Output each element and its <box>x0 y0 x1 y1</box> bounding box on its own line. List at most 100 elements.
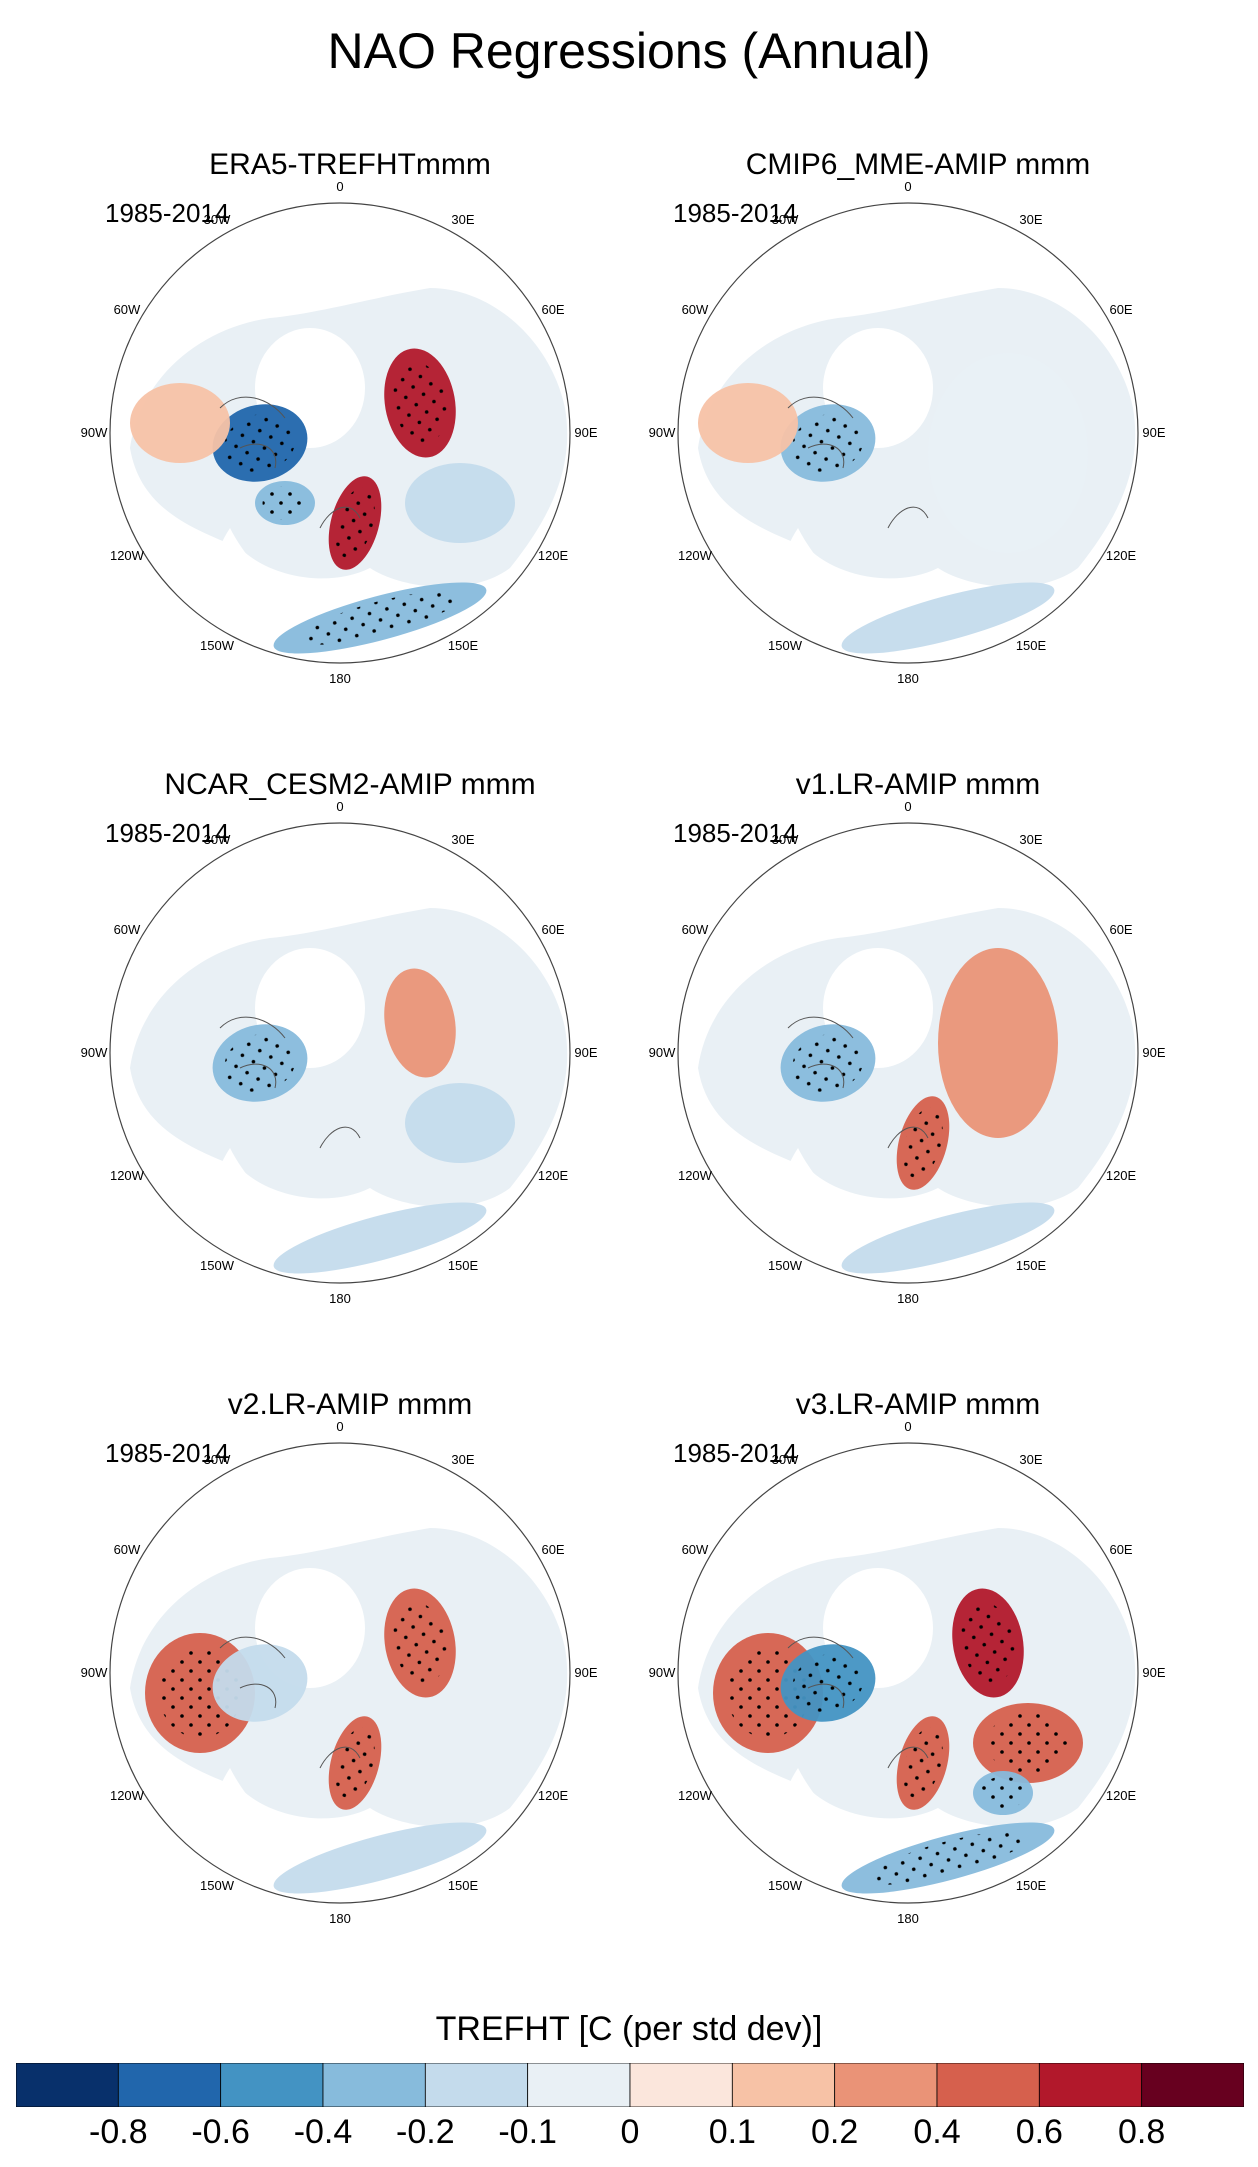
significance-stippling <box>335 1727 375 1799</box>
longitude-label: 120E <box>1106 548 1137 563</box>
map-boundary <box>109 1442 571 1904</box>
longitude-label: 30E <box>1019 212 1042 227</box>
colorbar-tick: -0.1 <box>498 2113 557 2151</box>
coastline <box>787 1636 929 1769</box>
colorbar-swatch <box>527 2063 631 2107</box>
significance-stippling <box>300 591 460 645</box>
longitude-label: 90W <box>649 1665 676 1680</box>
polar-map: 180 150E 120E 90E 60E 30E 0 30W 60W 90W 120W 150W <box>649 799 1166 1306</box>
longitude-label: 120W <box>110 548 145 563</box>
longitude-label: 150W <box>200 1258 235 1273</box>
polar-map: 180 150E 120E 90E 60E 30E 0 30W 60W 90W 120W 150W <box>649 1419 1166 1926</box>
anomaly-region <box>130 383 230 463</box>
longitude-label: 60E <box>541 302 564 317</box>
significance-stippling <box>224 1033 296 1093</box>
longitude-label: 30E <box>1019 1452 1042 1467</box>
longitude-label: 90W <box>81 425 108 440</box>
colorbar-tick: 0 <box>620 2113 640 2151</box>
panel-title: CMIP6_MME-AMIP mmm <box>745 148 1091 181</box>
longitude-label: 60E <box>1109 1542 1132 1557</box>
anomaly-region <box>212 1644 308 1722</box>
colorbar-tick: 0.1 <box>708 2113 756 2151</box>
colorbar <box>16 2063 1244 2107</box>
period-label: 1985-2014 <box>673 818 798 848</box>
period-label: 1985-2014 <box>105 818 230 848</box>
longitude-label: 150W <box>200 1878 235 1893</box>
significance-stippling <box>980 1776 1026 1810</box>
panel-title: v1.LR-AMIP mmm <box>795 768 1041 801</box>
colorbar-swatch <box>322 2063 426 2107</box>
longitude-label: 150W <box>768 1258 803 1273</box>
longitude-label: 150E <box>1016 1878 1047 1893</box>
longitude-label: 90W <box>81 1665 108 1680</box>
period-label: 1985-2014 <box>673 1438 798 1468</box>
colorbar-tick: -0.4 <box>293 2113 353 2151</box>
longitude-label: 150E <box>448 1258 479 1273</box>
longitude-label: 60E <box>541 922 564 937</box>
longitude-label: 90W <box>649 425 676 440</box>
longitude-label: 0 <box>904 799 911 814</box>
colorbar-swatch <box>936 2063 1040 2107</box>
polar-map: 180 150E 120E 90E 60E 30E 0 30W 60W 90W 120W 150W <box>81 1419 598 1926</box>
polar-map: 180 150E 120E 90E 60E 30E 0 30W 60W 90W 120W 150W <box>649 179 1166 686</box>
panel-title: v2.LR-AMIP mmm <box>227 1388 473 1421</box>
significance-stippling <box>792 1033 864 1093</box>
significance-stippling <box>792 1653 864 1713</box>
significance-stippling <box>986 1713 1070 1773</box>
colorbar-swatch <box>731 2063 836 2107</box>
colorbar-tick: -0.2 <box>396 2113 455 2151</box>
longitude-label: 90E <box>574 1045 597 1060</box>
figure-title: NAO Regressions (Annual) <box>327 23 931 79</box>
period-label: 1985-2014 <box>673 198 798 228</box>
longitude-label: 60E <box>1109 922 1132 937</box>
anomaly-region <box>698 383 798 463</box>
coastline <box>219 396 361 529</box>
longitude-label: 120E <box>1106 1788 1137 1803</box>
longitude-label: 180 <box>897 1291 919 1306</box>
colorbar-tick: 0.6 <box>1015 2113 1063 2151</box>
longitude-label: 150E <box>1016 638 1047 653</box>
longitude-label: 30W <box>772 832 799 847</box>
longitude-label: 90E <box>1142 1045 1165 1060</box>
map-field <box>678 203 1138 663</box>
longitude-label: 120E <box>538 1788 569 1803</box>
longitude-label: 60W <box>114 1542 141 1557</box>
map-panel-v1lr: v1.LR-AMIP mmm 1985-2014 180 150E 120E 90E 6… <box>638 768 1198 1328</box>
longitude-label: 180 <box>897 671 919 686</box>
longitude-label: 90E <box>574 1665 597 1680</box>
colorbar-swatch <box>424 2063 529 2107</box>
significance-stippling <box>262 486 308 520</box>
longitude-label: 120E <box>1106 1168 1137 1183</box>
significance-stippling <box>868 1831 1028 1885</box>
longitude-label: 90E <box>1142 425 1165 440</box>
longitude-label: 120W <box>678 1168 713 1183</box>
significance-stippling <box>335 487 375 559</box>
longitude-label: 180 <box>329 671 351 686</box>
colorbar-tick: 0.8 <box>1118 2113 1166 2151</box>
longitude-label: 60W <box>114 302 141 317</box>
colorbar-title: TREFHT [C (per std dev)] <box>435 2010 823 2048</box>
map-field <box>110 823 570 1283</box>
map-field <box>678 823 1138 1283</box>
longitude-label: 150W <box>768 638 803 653</box>
anomaly-region <box>938 948 1058 1138</box>
longitude-label: 0 <box>336 1419 343 1434</box>
polar-map: 180 150E 120E 90E 60E 30E 0 30W 60W 90W 120W 150W <box>81 179 598 686</box>
map-panel-cesm2: NCAR_CESM2-AMIP mmm 1985-2014 180 150E 120… <box>70 768 630 1328</box>
map-panel-era5: ERA5-TREFHTmmm 1985-2014 180 150E 120E 90E 6… <box>70 148 630 708</box>
longitude-label: 30W <box>204 1452 231 1467</box>
longitude-label: 120W <box>110 1168 145 1183</box>
colorbar-tick: 0.4 <box>913 2113 961 2151</box>
longitude-label: 120W <box>110 1788 145 1803</box>
period-label: 1985-2014 <box>105 1438 230 1468</box>
map-boundary <box>677 202 1139 664</box>
polar-map: 180 150E 120E 90E 60E 30E 0 30W 60W 90W 120W 150W <box>81 799 598 1306</box>
map-field <box>110 203 570 663</box>
longitude-label: 120W <box>678 548 713 563</box>
anomaly-region <box>273 1202 487 1274</box>
colorbar-tick: -0.8 <box>89 2113 148 2151</box>
longitude-label: 150E <box>448 1878 479 1893</box>
significance-stippling <box>903 1107 943 1179</box>
colorbar-swatch <box>16 2063 119 2107</box>
panel-title: v3.LR-AMIP mmm <box>795 1388 1041 1421</box>
